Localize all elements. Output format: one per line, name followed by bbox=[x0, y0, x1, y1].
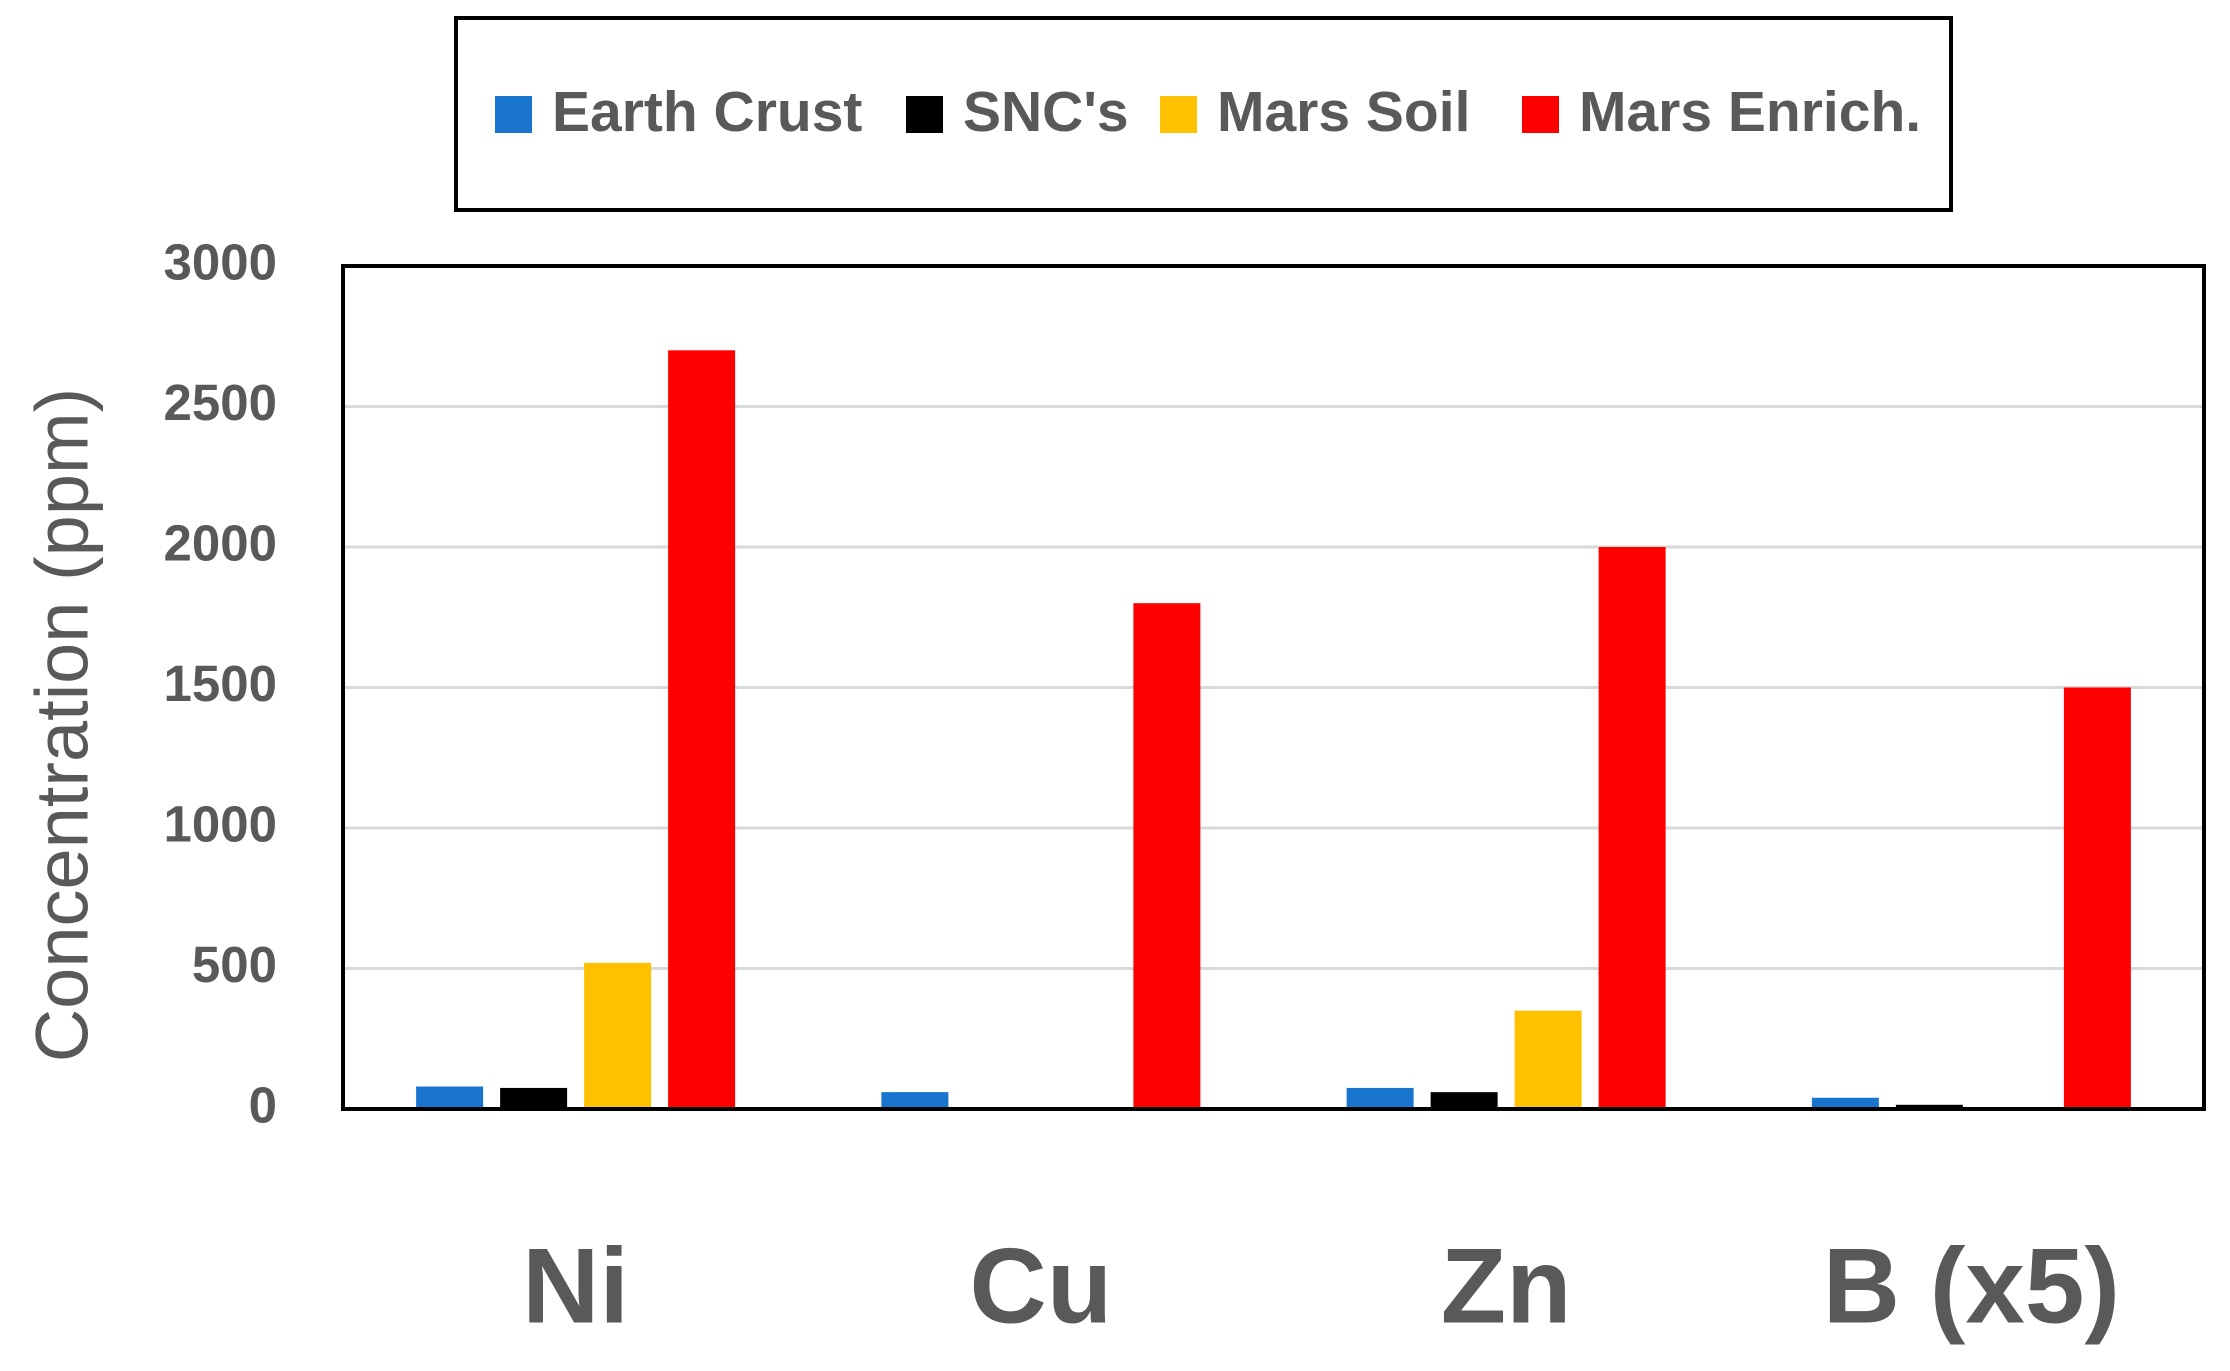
legend-label: Earth Crust bbox=[552, 80, 862, 144]
bar bbox=[416, 1086, 484, 1109]
y-tick-label: 1000 bbox=[164, 795, 277, 852]
y-tick-label: 0 bbox=[249, 1076, 277, 1133]
y-tick-label: 500 bbox=[192, 936, 277, 993]
legend-marker bbox=[906, 96, 943, 133]
y-tick-label: 1500 bbox=[164, 655, 277, 712]
bar bbox=[1430, 1092, 1498, 1109]
bar bbox=[2063, 687, 2131, 1109]
y-axis-title: Concentration (ppm) bbox=[21, 388, 104, 1063]
bar bbox=[668, 350, 736, 1109]
legend-box bbox=[454, 16, 1953, 212]
y-tick-label: 2000 bbox=[164, 514, 277, 571]
x-tick-label: Ni bbox=[522, 1225, 629, 1345]
bar bbox=[1133, 603, 1201, 1109]
bar bbox=[881, 1092, 949, 1109]
plot-border bbox=[341, 264, 2206, 1111]
legend-marker bbox=[1160, 96, 1197, 133]
bar bbox=[1346, 1087, 1414, 1109]
legend-label: Mars Enrich. bbox=[1579, 80, 1921, 144]
x-tick-label: B (x5) bbox=[1823, 1225, 2120, 1345]
x-tick-label: Cu bbox=[970, 1225, 1113, 1345]
bar bbox=[500, 1087, 568, 1109]
x-tick-label: Zn bbox=[1441, 1225, 1572, 1345]
bar bbox=[1598, 547, 1666, 1109]
bar bbox=[1514, 1010, 1582, 1109]
bar bbox=[584, 962, 652, 1109]
legend-label: Mars Soil bbox=[1217, 80, 1470, 144]
bar bbox=[1895, 1104, 1963, 1109]
y-tick-label: 2500 bbox=[164, 374, 277, 431]
y-tick-label: 3000 bbox=[164, 233, 277, 290]
bar bbox=[1811, 1097, 1879, 1109]
legend-label: SNC's bbox=[963, 80, 1129, 144]
legend-marker bbox=[1522, 96, 1559, 133]
legend-marker bbox=[495, 96, 532, 133]
